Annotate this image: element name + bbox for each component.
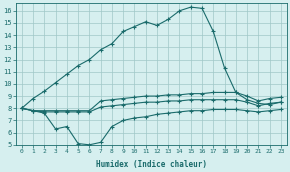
X-axis label: Humidex (Indice chaleur): Humidex (Indice chaleur)	[96, 159, 207, 169]
